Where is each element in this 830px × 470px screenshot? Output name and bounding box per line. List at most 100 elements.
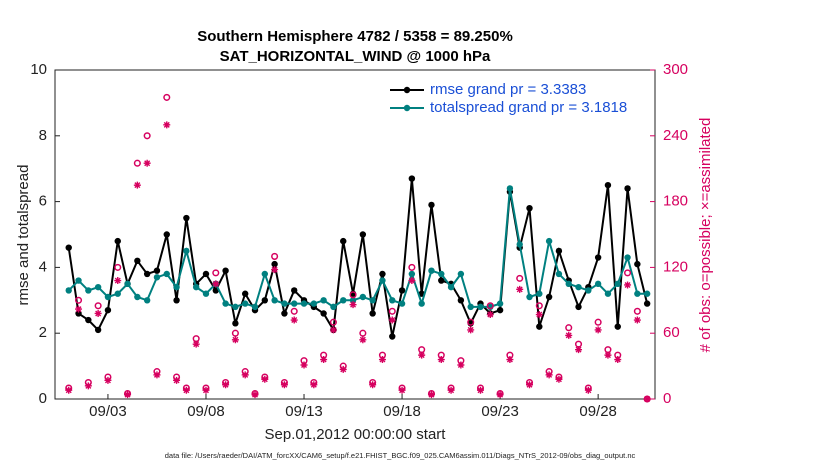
point	[428, 201, 435, 209]
point	[183, 247, 190, 255]
point	[408, 175, 416, 182]
point	[614, 280, 621, 288]
point	[614, 323, 621, 330]
point	[163, 270, 170, 278]
point	[516, 241, 523, 248]
obs-assimilated	[555, 375, 563, 383]
obs-possible	[486, 302, 494, 310]
point	[75, 310, 82, 317]
point	[604, 181, 612, 189]
point	[398, 287, 406, 294]
obs-assimilated	[398, 386, 406, 394]
point	[65, 287, 72, 294]
obs-assimilated	[427, 391, 435, 399]
obs-assimilated	[369, 381, 377, 389]
y2-axis-label: # of obs: o=possible; ×=assimilated	[697, 118, 714, 353]
obs-assimilated	[516, 285, 524, 293]
obs-assimilated	[173, 376, 181, 384]
point	[261, 297, 269, 304]
obs-assimilated	[329, 326, 337, 334]
obs-assimilated	[339, 365, 347, 373]
point	[604, 290, 612, 297]
y2-tick-label: 300	[663, 61, 688, 78]
legend-label: totalspread grand pr = 3.1818	[430, 99, 627, 116]
point	[457, 297, 465, 304]
y-axis-label: rmse and totalspread	[15, 165, 32, 306]
point	[124, 280, 131, 288]
point	[634, 260, 641, 268]
y2-tick-label: 240	[663, 127, 688, 144]
point	[85, 287, 92, 294]
point	[241, 300, 249, 307]
point	[349, 297, 357, 304]
obs-possible	[349, 291, 357, 299]
point	[359, 293, 367, 301]
legend-marker	[403, 104, 411, 112]
point	[545, 293, 553, 301]
obs-assimilated	[114, 277, 122, 285]
obs-assimilated	[349, 301, 357, 309]
point	[320, 310, 327, 317]
point	[65, 244, 72, 251]
legend-label: rmse grand pr = 3.3383	[430, 81, 586, 98]
point	[251, 303, 259, 311]
point	[85, 316, 92, 324]
point	[575, 283, 582, 291]
point	[555, 270, 563, 278]
point	[369, 297, 376, 304]
point	[291, 300, 298, 307]
obs-assimilated	[437, 356, 445, 364]
obs-assimilated	[604, 351, 612, 359]
point	[310, 300, 318, 307]
obs-assimilated	[84, 382, 92, 390]
point	[173, 283, 180, 291]
point	[330, 303, 337, 311]
obs-assimilated	[222, 381, 230, 389]
point	[594, 254, 602, 261]
point	[183, 214, 190, 222]
obs-possible	[114, 263, 122, 271]
obs-assimilated	[496, 391, 504, 399]
obs-assimilated	[231, 336, 239, 344]
point	[496, 306, 504, 314]
obs-assimilated	[457, 361, 465, 369]
plot-area	[54, 69, 656, 400]
obs-assimilated	[486, 311, 494, 319]
point	[565, 280, 572, 288]
series-line	[67, 178, 649, 337]
obs-assimilated	[104, 376, 112, 384]
obs-assimilated	[643, 395, 651, 403]
point	[575, 303, 582, 311]
obs-assimilated	[94, 309, 102, 317]
obs-assimilated	[133, 181, 141, 189]
point	[75, 277, 82, 284]
obs-possible	[271, 252, 279, 260]
obs-possible	[388, 307, 396, 315]
point	[153, 274, 161, 281]
obs-assimilated	[192, 340, 200, 348]
obs-possible	[516, 274, 524, 282]
point	[438, 277, 445, 284]
point	[496, 300, 504, 307]
obs-assimilated	[75, 305, 83, 313]
point	[281, 300, 288, 307]
obs-assimilated	[614, 356, 622, 364]
y2-tick-label: 120	[663, 258, 688, 275]
point	[104, 306, 112, 314]
obs-assimilated	[65, 386, 73, 394]
obs-assimilated	[447, 386, 455, 394]
obs-assimilated	[261, 375, 269, 383]
obs-assimilated	[124, 391, 132, 399]
point	[457, 270, 465, 278]
obs-assimilated	[202, 386, 210, 394]
point	[506, 185, 514, 192]
obs-assimilated	[526, 381, 534, 389]
obs-possible	[594, 318, 602, 326]
point	[134, 293, 141, 301]
y-tick-label: 8	[39, 127, 47, 144]
point	[398, 300, 406, 307]
point	[389, 297, 396, 304]
obs-assimilated	[388, 316, 396, 324]
point	[379, 270, 386, 278]
point	[418, 300, 425, 307]
